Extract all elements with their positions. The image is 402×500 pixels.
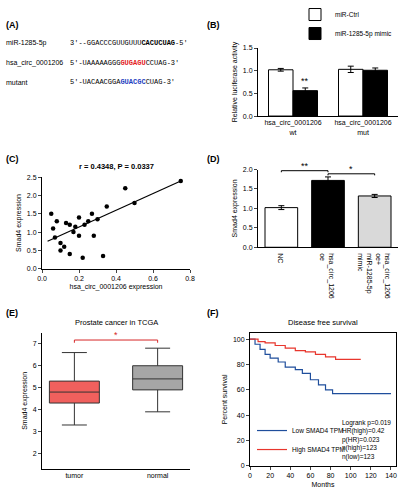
svg-text:tumor: tumor [65,472,84,479]
svg-text:hsa_circ_0001206 expression: hsa_circ_0001206 expression [69,283,162,291]
svg-text:2.0: 2.0 [243,166,253,173]
svg-text:20: 20 [266,472,274,479]
svg-text:140: 140 [385,472,397,479]
svg-text:mutant: mutant [6,79,27,86]
svg-text:4: 4 [33,406,37,413]
svg-text:0.5: 0.5 [243,90,253,97]
svg-text:High SMAD4 TPM: High SMAD4 TPM [292,446,345,454]
svg-text:0.4: 0.4 [111,275,121,282]
svg-text:40: 40 [237,412,245,419]
svg-text:Percent survival: Percent survival [221,374,228,424]
svg-text:80: 80 [237,361,245,368]
svg-text:Prostate cancer in TCGA: Prostate cancer in TCGA [75,318,158,327]
svg-text:(B): (B) [207,20,220,30]
svg-text:miR-Ctrl: miR-Ctrl [335,11,359,18]
svg-text:0.0: 0.0 [27,265,37,272]
svg-text:(E): (E) [6,308,18,318]
svg-text:(A): (A) [6,20,19,30]
svg-text:Low SMAD4 TPM: Low SMAD4 TPM [292,427,344,434]
svg-text:100: 100 [233,336,245,343]
svg-text:normal: normal [147,472,169,479]
svg-text:1.0: 1.0 [243,205,253,212]
svg-text:60: 60 [307,472,315,479]
svg-text:Smad4 expression: Smad4 expression [231,179,239,237]
svg-text:0.2: 0.2 [74,275,84,282]
svg-text:**: ** [301,161,309,171]
svg-text:Smad4 expression: Smad4 expression [21,372,29,430]
svg-text:0.6: 0.6 [148,275,158,282]
svg-text:hsa_circ_0001206wt: hsa_circ_0001206wt [264,119,321,135]
svg-text:120: 120 [365,472,377,479]
svg-text:*: * [349,164,353,174]
svg-text:(C): (C) [6,154,19,164]
svg-text:Months: Months [312,481,335,488]
svg-text:miR-1285-5p: miR-1285-5p [6,39,47,47]
svg-text:(F): (F) [207,308,219,318]
svg-text:hsa_circ_1206oe+miR-1285-5pmim: hsa_circ_1206oe+miR-1285-5pmimic [357,253,391,299]
svg-text:0.5: 0.5 [243,224,253,231]
svg-text:5'-UACAACGGAGUACGCCUAG-3': 5'-UACAACGGAGUACGCCUAG-3' [70,78,175,86]
svg-text:Smad4 expression: Smad4 expression [15,194,23,252]
svg-text:1.5: 1.5 [243,185,253,192]
svg-text:r = 0.4348, P = 0.0337: r = 0.4348, P = 0.0337 [79,162,154,171]
svg-text:1.5: 1.5 [27,210,37,217]
svg-text:1.5: 1.5 [243,44,253,51]
svg-text:60: 60 [237,386,245,393]
svg-text:3: 3 [33,428,37,435]
svg-text:0.0: 0.0 [37,275,47,282]
svg-text:2.5: 2.5 [27,174,37,181]
svg-text:Relative luciferase activity: Relative luciferase activity [231,41,239,122]
svg-text:0.0: 0.0 [243,113,253,120]
svg-text:(D): (D) [207,154,220,164]
svg-text:0.8: 0.8 [185,275,195,282]
svg-text:2.0: 2.0 [27,192,37,199]
svg-text:NC: NC [277,253,284,263]
svg-text:**: ** [301,76,309,86]
svg-text:1.0: 1.0 [243,67,253,74]
svg-text:1.0: 1.0 [27,229,37,236]
svg-text:40: 40 [286,472,294,479]
svg-text:hsa_circ_1206oe: hsa_circ_1206oe [319,253,335,299]
svg-text:5'-UAAAAAGGGGUGAGUCCUAG-3': 5'-UAAAAAGGGGUGAGUCCUAG-3' [70,59,179,67]
svg-text:*: * [114,330,118,340]
svg-text:20: 20 [237,437,245,444]
svg-text:6: 6 [33,362,37,369]
svg-text:80: 80 [327,472,335,479]
svg-text:5: 5 [33,384,37,391]
svg-text:3'--GGACCCGUUGUUUCACUCUAG-5': 3'--GGACCCGUUGUUUCACUCUAG-5' [70,39,188,47]
svg-text:100: 100 [345,472,357,479]
svg-text:Logrank p=0.019HR(high)=0.42p(: Logrank p=0.019HR(high)=0.42p(HR)=0.023n… [342,419,391,461]
svg-text:hsa_circ_0001206mut: hsa_circ_0001206mut [334,119,391,135]
svg-text:0.0: 0.0 [243,244,253,251]
svg-text:2: 2 [33,450,37,457]
svg-text:7: 7 [33,340,37,347]
svg-text:Disease free survival: Disease free survival [288,318,358,327]
svg-text:0: 0 [241,462,245,469]
svg-text:miR-1285-5p mimic: miR-1285-5p mimic [335,30,392,38]
svg-text:hsa_circ_0001206: hsa_circ_0001206 [6,59,63,67]
svg-text:0.5: 0.5 [27,247,37,254]
svg-text:0: 0 [248,472,252,479]
